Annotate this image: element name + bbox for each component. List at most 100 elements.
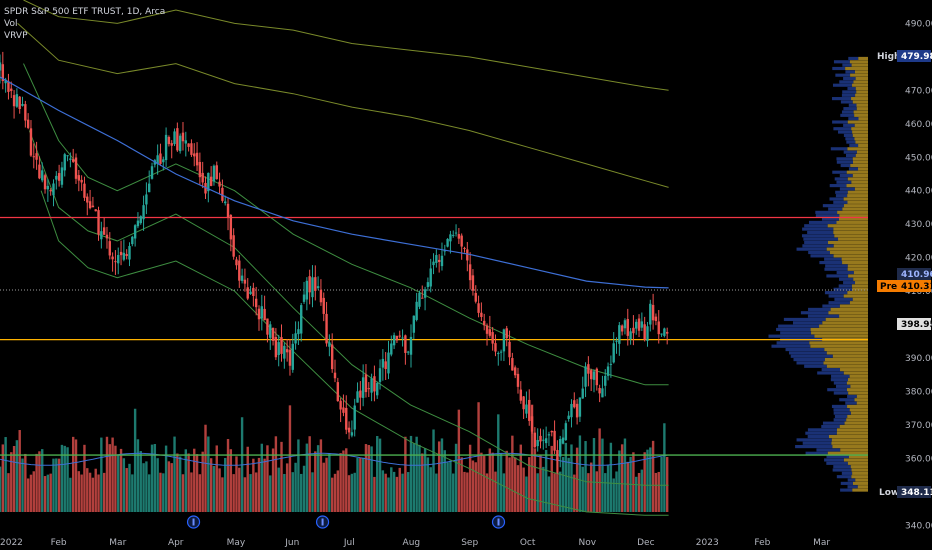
volume-bar — [592, 438, 596, 512]
candle-body — [102, 227, 106, 235]
candle-body — [485, 325, 489, 334]
profile-row-up — [804, 364, 827, 368]
profile-row-up — [826, 455, 849, 459]
candle-body — [266, 318, 269, 335]
candle-body — [32, 156, 35, 158]
y-tick-label: 340.00 — [905, 521, 932, 531]
volume-profile — [768, 56, 868, 492]
volume-bar — [252, 458, 255, 512]
candle-body — [249, 291, 252, 295]
profile-row-down — [846, 418, 868, 422]
volume-bar — [187, 453, 190, 512]
candle-body — [83, 183, 86, 198]
candle-body — [649, 303, 652, 325]
profile-row-down — [856, 394, 868, 398]
candle-body — [260, 306, 264, 319]
profile-row-up — [768, 334, 815, 338]
y-tick-label: 450.00 — [905, 153, 932, 163]
volume-bar — [618, 450, 621, 512]
volume-bar — [342, 450, 345, 512]
profile-row-up — [836, 180, 852, 184]
profile-row-up — [832, 120, 848, 124]
candle-body — [378, 368, 382, 382]
profile-row-down — [825, 317, 868, 322]
candle-body — [347, 427, 351, 433]
profile-row-up — [835, 73, 851, 77]
profile-row-up — [839, 187, 855, 191]
volume-bar — [218, 468, 221, 512]
candle-body — [406, 351, 410, 353]
band-4 — [28, 130, 669, 486]
volume-bar — [604, 473, 607, 512]
candle-body — [466, 249, 469, 261]
volume-bar — [195, 454, 199, 512]
candle-body — [598, 387, 601, 394]
volume-bar — [153, 444, 157, 512]
candle-body — [381, 358, 385, 368]
volume-bar — [300, 473, 303, 512]
candle-body — [404, 335, 407, 353]
candle-body — [544, 438, 548, 444]
profile-row-up — [845, 70, 855, 74]
volume-bar — [150, 444, 154, 512]
volume-profile-indicator-label[interactable]: VRVP — [4, 31, 28, 41]
volume-bar — [511, 435, 514, 512]
x-tick-label: Dec — [637, 538, 654, 548]
profile-row-up — [801, 234, 835, 238]
candle-body — [477, 303, 480, 313]
profile-row-down — [847, 120, 868, 124]
candle-body — [601, 388, 604, 398]
volume-bar — [376, 436, 379, 512]
profile-row-down — [833, 227, 868, 231]
profile-row-up — [776, 341, 810, 345]
profile-row-down — [840, 368, 868, 372]
band-2 — [17, 23, 669, 188]
profile-row-down — [843, 458, 868, 462]
volume-bar — [663, 423, 666, 512]
volume-bar — [345, 448, 348, 512]
previous-close-tag-value-bg — [897, 280, 931, 292]
candle-body — [246, 287, 249, 299]
profile-row-up — [833, 381, 847, 385]
symbol-title[interactable]: SPDR S&P 500 ETF TRUST, 1D, Arca — [4, 7, 166, 17]
volume-bar — [198, 474, 202, 512]
volume-bar — [18, 430, 21, 512]
profile-row-up — [848, 167, 859, 171]
candle-body — [637, 318, 641, 331]
candle-body — [322, 297, 325, 314]
volume-bar — [559, 471, 562, 512]
x-axis: 2022 Feb Mar Apr May Jun Jul Aug Sep Oct Nov Dec 202… — [0, 538, 830, 548]
volume-bar — [553, 473, 556, 512]
volume-bar — [12, 445, 16, 512]
profile-row-down — [827, 451, 868, 455]
profile-row-down — [852, 130, 868, 134]
candle-body — [632, 327, 635, 334]
volume-bar — [651, 440, 655, 512]
profile-row-down — [836, 220, 868, 224]
y-tick-label: 390.00 — [905, 354, 932, 364]
volume-bar — [491, 452, 494, 512]
candle-body — [547, 434, 551, 436]
candle-body — [305, 280, 309, 300]
candle-body — [257, 308, 261, 320]
candle-body — [269, 324, 272, 338]
volume-bar — [21, 458, 24, 512]
profile-row-down — [851, 180, 868, 184]
profile-row-down — [847, 378, 868, 382]
volume-bar — [226, 439, 230, 512]
profile-row-down — [851, 468, 868, 472]
profile-row-up — [778, 324, 820, 328]
volume-bar — [421, 453, 424, 512]
profile-row-down — [828, 311, 868, 315]
candlesticks — [0, 51, 669, 474]
volume-bar — [395, 476, 399, 512]
volume-bar — [505, 450, 508, 512]
volume-bar — [361, 457, 365, 512]
candle-body — [488, 329, 492, 336]
volume-bar — [260, 443, 264, 512]
candle-body — [133, 225, 137, 239]
profile-row-down — [857, 485, 868, 489]
volume-bar — [457, 409, 461, 512]
volume-indicator-label[interactable]: Vol — [4, 19, 18, 29]
